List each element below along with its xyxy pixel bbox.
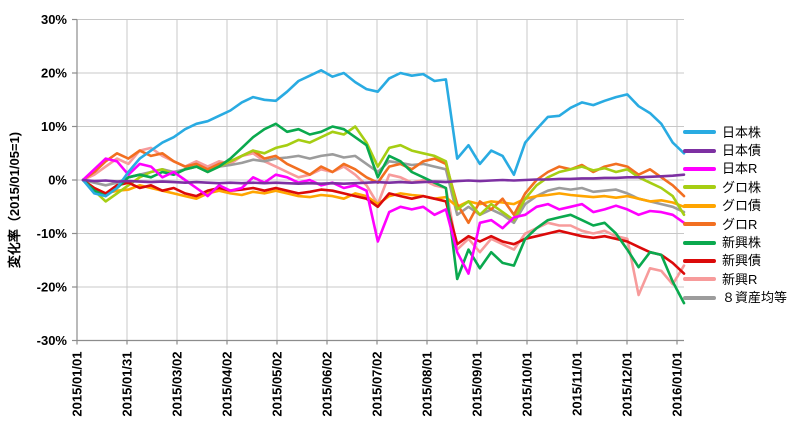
series-line-japan-reit	[81, 157, 686, 275]
series-line-japan-stock	[81, 69, 686, 198]
legend-label-eight-asset-equal: ８資産均等	[722, 290, 788, 306]
legend-swatch-emerging-bond	[683, 258, 716, 263]
legend-item-eight-asset-equal: ８資産均等	[683, 289, 787, 307]
x-tick-label: 2015/06/02	[320, 352, 335, 417]
y-tick-label: 30%	[41, 12, 67, 27]
x-tick-label: 2015/03/02	[170, 352, 185, 417]
y-tick-label: 0%	[48, 173, 67, 188]
legend-label-emerging-stock: 新興株	[722, 235, 762, 251]
x-tick-label: 2015/01/01	[70, 352, 85, 417]
legend-swatch-eight-asset-equal	[683, 295, 716, 300]
legend-label-japan-bond: 日本債	[722, 143, 762, 159]
legend-item-japan-stock: 日本株	[683, 123, 787, 141]
legend-item-japan-bond: 日本債	[683, 141, 787, 159]
legend-item-emerging-stock: 新興株	[683, 233, 787, 251]
legend-label-emerging-reit: 新興R	[722, 271, 758, 287]
legend-label-global-stock: グロ株	[722, 179, 762, 195]
x-tick-label: 2015/11/01	[570, 352, 585, 416]
series-line-emerging-stock	[81, 122, 686, 305]
y-tick-label: -30%	[37, 333, 68, 348]
series-line-global-bond	[81, 178, 686, 209]
x-tick-label: 2015/09/01	[470, 352, 485, 417]
x-tick-label: 2015/05/02	[270, 352, 285, 417]
series-line-emerging-bond	[81, 178, 686, 275]
x-tick-label: 2015/12/01	[620, 352, 635, 417]
x-tick-label: 2015/04/02	[220, 352, 235, 417]
legend-item-global-reit: グロR	[683, 215, 787, 233]
legend-item-japan-reit: 日本R	[683, 160, 787, 178]
y-tick-label: -20%	[37, 280, 68, 295]
x-tick-label: 2015/01/31	[120, 352, 135, 417]
legend-swatch-emerging-reit	[683, 277, 716, 282]
x-tick-label: 2015/08/01	[420, 352, 435, 417]
y-tick-label: -10%	[37, 226, 68, 241]
y-tick-label: 20%	[41, 66, 67, 81]
x-tick-label: 2015/10/01	[520, 352, 535, 417]
x-tick-label: 2015/07/02	[370, 352, 385, 417]
legend-label-japan-reit: 日本R	[722, 161, 758, 177]
legend-item-global-bond: グロ債	[683, 197, 787, 215]
legend-item-emerging-bond: 新興債	[683, 252, 787, 270]
legend-label-japan-stock: 日本株	[722, 124, 762, 140]
legend-item-emerging-reit: 新興R	[683, 270, 787, 288]
legend-swatch-global-bond	[683, 203, 716, 208]
legend-label-emerging-bond: 新興債	[722, 253, 762, 269]
y-tick-label: 10%	[41, 119, 67, 134]
legend-swatch-japan-reit	[683, 166, 716, 171]
legend-swatch-global-stock	[683, 185, 716, 190]
legend-swatch-emerging-stock	[683, 240, 716, 245]
legend-swatch-japan-bond	[683, 148, 716, 153]
x-tick-label: 2016/01/01	[670, 352, 685, 417]
legend-item-global-stock: グロ株	[683, 178, 787, 196]
legend-label-global-reit: グロR	[722, 216, 758, 232]
series-line-japan-bond	[81, 173, 686, 185]
legend-swatch-japan-stock	[683, 130, 716, 135]
legend: 日本株日本債日本R グロ株グロ債グロR 新興株新興債新興R ８資産均等	[683, 123, 787, 307]
legend-swatch-global-reit	[683, 222, 716, 227]
legend-label-global-bond: グロ債	[722, 198, 762, 214]
